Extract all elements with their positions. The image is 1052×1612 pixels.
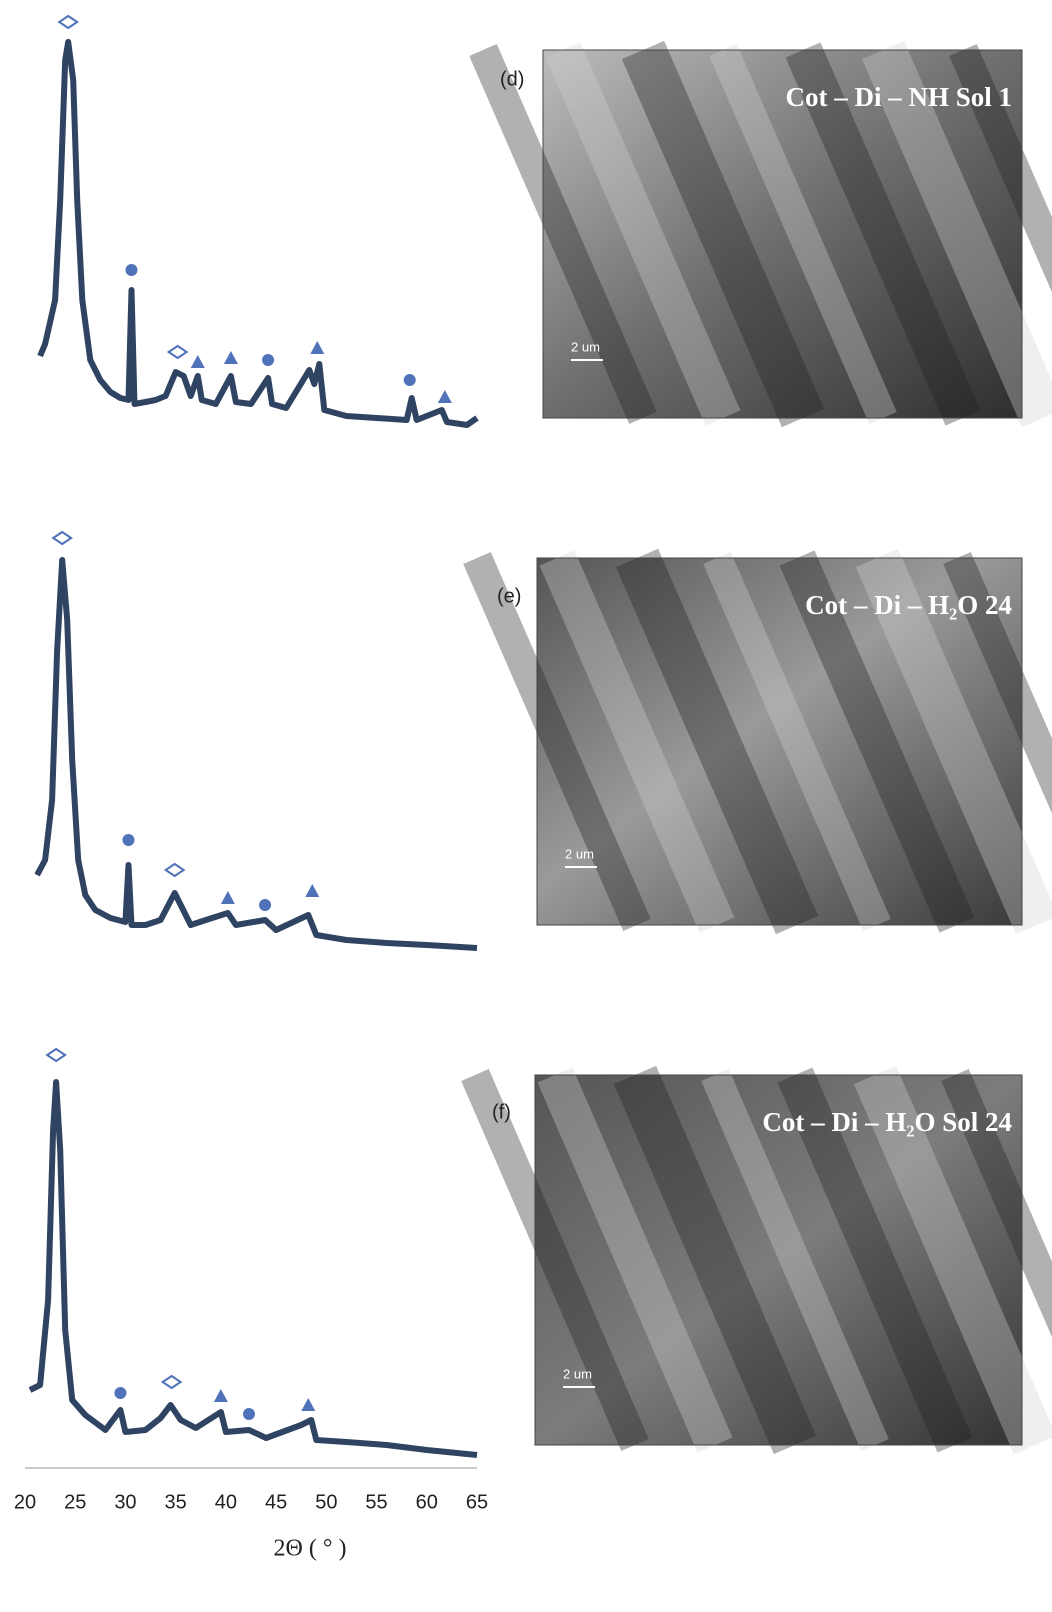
sem-background (537, 558, 1022, 925)
peak-marker-triangle (223, 351, 238, 364)
x-tick-label: 35 (165, 1491, 187, 1513)
fiber-texture (537, 1067, 733, 1453)
fiber-texture (701, 1069, 889, 1451)
fiber-texture (545, 42, 741, 426)
peak-marker-diamond (166, 344, 189, 360)
fiber-texture (461, 1069, 649, 1451)
sem-frame (534, 1074, 1023, 1446)
x-tick-label: 30 (114, 1491, 136, 1513)
sem-image (463, 548, 1052, 935)
peak-marker-circle (259, 899, 272, 911)
fiber-texture (861, 40, 1052, 428)
fiber-texture (615, 548, 819, 935)
fiber-texture (941, 1069, 1052, 1338)
x-tick-label: 25 (64, 1491, 86, 1513)
peak-marker-triangle (190, 355, 205, 368)
peak-marker-diamond (45, 1047, 67, 1063)
x-axis-label: 2Θ ( ° ) (274, 1536, 347, 1562)
x-tick-label: 60 (416, 1491, 438, 1513)
fiber-texture (853, 1065, 1052, 1455)
peak-marker-circle (403, 374, 416, 386)
peak-marker-circle (122, 834, 135, 846)
scale-bar-label: 2 um (565, 846, 594, 861)
x-tick-label: 55 (365, 1491, 387, 1513)
peak-marker-diamond (57, 14, 79, 30)
sem-caption: Cot – Di – H₂O 24 (805, 590, 1012, 620)
peak-marker-triangle (213, 1389, 228, 1402)
sem-image (469, 40, 1052, 428)
peak-marker-circle (125, 264, 138, 276)
sem-caption: Cot – Di – NH Sol 1 (785, 82, 1012, 112)
x-tick-label: 65 (466, 1491, 488, 1513)
sem-frame (542, 49, 1023, 419)
fiber-texture (463, 552, 651, 931)
peak-marker-circle (242, 1408, 255, 1420)
xrd-curve (37, 39, 479, 428)
fiber-texture (539, 550, 735, 933)
sem-background (543, 50, 1022, 418)
x-tick-label: 45 (265, 1491, 287, 1513)
x-tick-label: 40 (215, 1491, 237, 1513)
fiber-texture (855, 548, 1052, 935)
fiber-texture (709, 44, 897, 424)
peak-marker-triangle (305, 884, 320, 897)
fiber-texture (949, 44, 1052, 293)
scale-bar-label: 2 um (571, 339, 600, 354)
fiber-texture (943, 552, 1052, 814)
peak-marker-diamond (163, 862, 186, 878)
peak-marker-diamond (51, 530, 73, 546)
peak-marker-triangle (310, 341, 325, 354)
peak-marker-circle (114, 1387, 127, 1399)
sem-background (535, 1075, 1022, 1445)
fiber-texture (613, 1065, 817, 1455)
x-tick-label: 20 (14, 1491, 36, 1513)
peak-marker-triangle (437, 390, 452, 403)
peak-marker-circle (262, 354, 275, 366)
peak-marker-triangle (301, 1398, 316, 1411)
panel-label: (e) (497, 585, 521, 607)
peak-marker-diamond (160, 1374, 183, 1390)
sem-frame (536, 557, 1023, 926)
fiber-texture (621, 40, 825, 428)
xrd-curve (34, 557, 478, 951)
fiber-texture (777, 1067, 973, 1453)
fiber-texture (703, 552, 891, 931)
x-tick-label: 50 (315, 1491, 337, 1513)
fiber-texture (469, 44, 657, 424)
scale-bar-label: 2 um (563, 1366, 592, 1381)
fiber-texture (779, 550, 975, 933)
panel-label: (f) (492, 1101, 511, 1123)
fiber-texture (785, 42, 981, 426)
sem-caption: Cot – Di – H₂O Sol 24 (762, 1107, 1012, 1137)
peak-marker-triangle (220, 891, 235, 904)
panel-label: (d) (500, 68, 524, 90)
xrd-curve (28, 1079, 478, 1458)
sem-image (461, 1065, 1052, 1455)
